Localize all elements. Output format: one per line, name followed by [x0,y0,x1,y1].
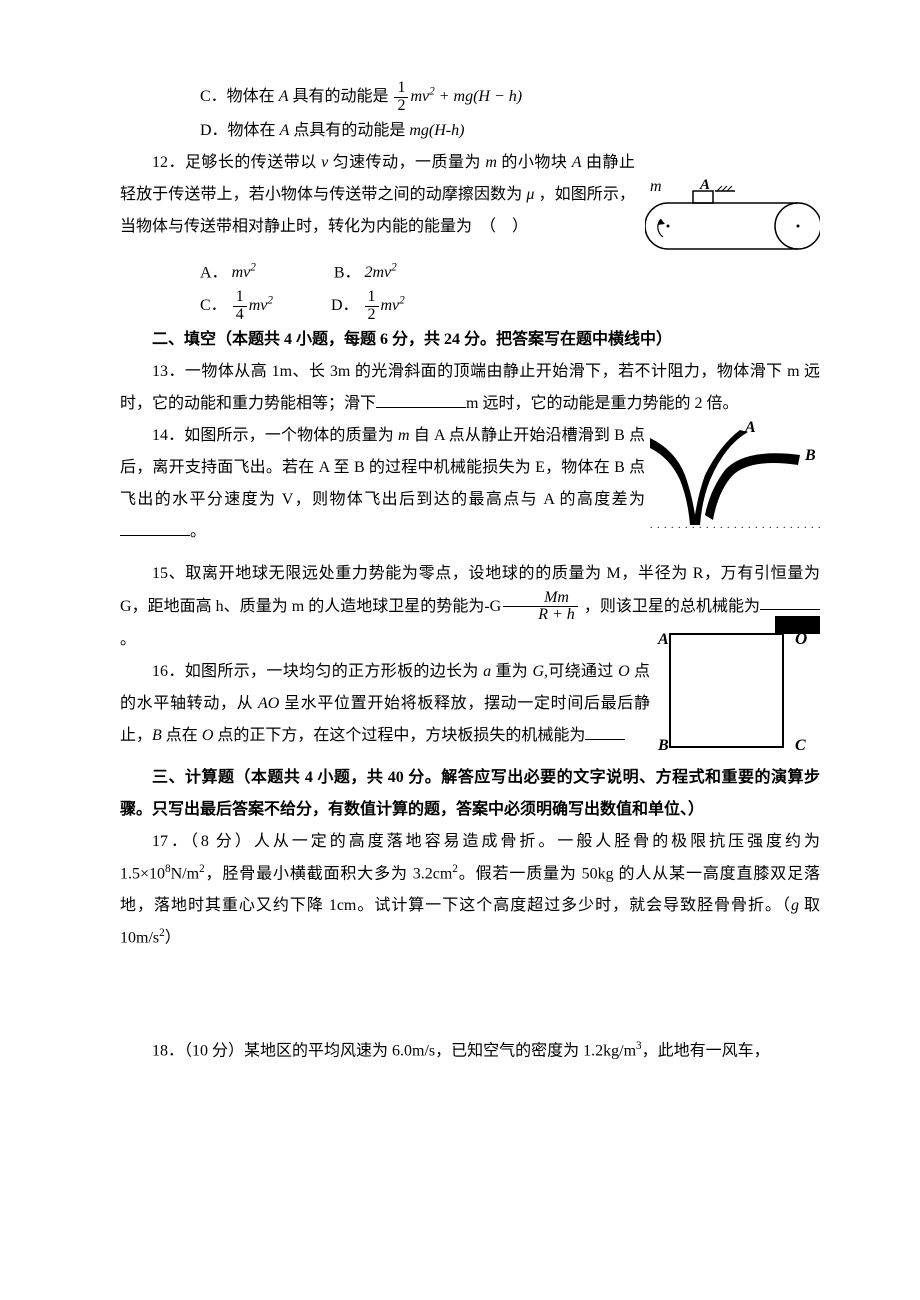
q11d-A: A [280,122,290,139]
q14-m: m [398,427,410,444]
q18-pts: （10 分） [184,1042,244,1059]
q12-t2: 匀速传动，一质量为 [328,154,485,171]
q17-u1: N/m [171,865,199,882]
q17-num: 17． [152,833,190,850]
q16-figure: A O B C [655,616,820,751]
section2-heading: 二、填空（本题共 4 小题，每题 6 分，共 24 分。把答案写在题中横线中） [120,324,820,356]
q12c-num: 1 [233,289,247,307]
q11-option-c: C．物体在 A 具有的动能是 1 2 mv2 + mg(H − h) [120,80,820,115]
q12-optB-label: B． [334,264,361,281]
q16-t2: 重为 [491,663,532,680]
q17-t5: ） [165,930,181,947]
q16-G: G [532,663,544,680]
q12-fig-m: m [650,178,662,195]
q16-num: 16． [152,663,185,680]
q15-den: R + h [503,607,578,624]
q14-fig-A: A [744,420,756,436]
q16-A: A [657,631,669,648]
q11d-prefix: D．物体在 [200,122,280,139]
q11c-A: A [279,88,289,105]
section3-heading: 三、计算题（本题共 4 小题，共 40 分。解答应写出必要的文字说明、方程式和重… [120,762,820,826]
q12-right-dot [797,224,800,227]
q11d-mid: 点具有的动能是 [289,122,409,139]
q13-t2: m 远时，它的动能是重力势能的 2 倍。 [466,395,738,412]
q12-optC-label: C． [200,297,227,314]
q14-blank [120,519,190,536]
q18-num: 18． [152,1042,184,1059]
q16-t3: ,可绕通过 [544,663,618,680]
q16-blank [585,723,625,740]
q14-dots: . . . . . . . . . . . . . . . . . . . . … [650,520,820,530]
q12c-den: 4 [233,307,247,324]
q18-t2: ，此地有一风车， [642,1042,770,1059]
q16-t7: 点的正下方，在这个过程中，方块板损失的机械能为 [213,727,585,744]
q16-t6: 点在 [162,727,202,744]
q14-t3: 。 [190,523,206,540]
q16-a: a [483,663,491,680]
q12-m: m [485,154,497,171]
q18: 18．（10 分）某地区的平均风速为 6.0m/s，已知空气的密度为 1.2kg… [120,1035,820,1067]
q12-optB: 2mv2 [365,264,397,281]
q12-num: 12． [152,154,185,171]
q12-options-cd: C． 1 4 mv2 D． 1 2 mv2 [120,289,820,324]
q16-square [670,634,783,747]
q11c-prefix: C．物体在 [200,88,279,105]
q12d-den: 2 [365,307,379,324]
q12-t3: 的小物块 [497,154,572,171]
q12-A: A [572,154,582,171]
q12-figure: m A [645,177,820,257]
q17: 17．（8 分）人从一定的高度落地容易造成骨折。一般人胫骨的极限抗压强度约为 1… [120,826,820,955]
q12-options-ab: A． mv2 B． 2mv2 [120,257,820,289]
q11c-den: 2 [394,98,408,115]
q18-t1: 某地区的平均风速为 6.0m/s，已知空气的密度为 1.2kg/m [244,1042,636,1059]
q16-O2: O [202,727,214,744]
q16-B: B [152,727,162,744]
q15-t2: ，则该卫星的总机械能为 [580,597,760,614]
q12-optD-frac: 1 2 [365,289,379,324]
q11c-frac: 1 2 [394,80,408,115]
q14-num: 14． [152,427,184,444]
q12-optA-label: A． [200,264,228,281]
q17-g: g [791,897,799,914]
q14-fig-B: B [804,447,816,464]
q16-C: C [795,737,806,751]
q15-num: 15、 [152,565,185,582]
q17-pts: （8 分） [190,833,254,850]
q16-O: O [618,663,630,680]
q16-AO: AO [258,695,279,712]
q11c-mid: 具有的动能是 [288,88,388,105]
exam-page: C．物体在 A 具有的动能是 1 2 mv2 + mg(H − h) D．物体在… [0,0,920,1300]
q14-figure: A B . . . . . . . . . . . . . . . . . . … [650,420,820,530]
q17-t2: ，胫骨最小横截面积大多为 3.2cm [205,865,453,882]
q12-left-arc [645,203,668,249]
q12-optC-frac: 1 4 [233,289,247,324]
q13-num: 13． [152,363,185,380]
q11-option-d: D．物体在 A 点具有的动能是 mg(H-h) [120,115,820,147]
q16-O: O [795,629,807,648]
q12-optD-rest: mv2 [381,297,405,314]
q12-optD-label: D． [331,297,359,314]
q11c-rest: mv2 + mg(H − h) [410,88,522,105]
q11c-num: 1 [394,80,408,98]
q15-blank [760,593,820,610]
q12-rot-arrow [657,219,665,225]
q14-t1: 如图所示，一个物体的质量为 [184,427,398,444]
q12-t1: 足够长的传送带以 [185,154,321,171]
q12-optA: mv2 [232,264,256,281]
q12-optC-rest: mv2 [249,297,273,314]
q12-left-dot [667,224,670,227]
q13-blank [376,391,466,408]
q11d-expr: mg(H-h) [409,122,464,139]
q15-num2: Mm [503,590,578,608]
q16-B: B [657,737,669,751]
q16-t1: 如图所示，一块均匀的正方形板的边长为 [185,663,483,680]
q13: 13．一物体从高 1m、长 3m 的光滑斜面的顶端由静止开始滑下，若不计阻力，物… [120,356,820,420]
q15-t3: 。 [120,631,136,648]
q14-left-curve [650,430,748,525]
q12d-num: 1 [365,289,379,307]
q14-right-curve [705,453,800,520]
q15-frac: Mm R + h [503,590,578,625]
